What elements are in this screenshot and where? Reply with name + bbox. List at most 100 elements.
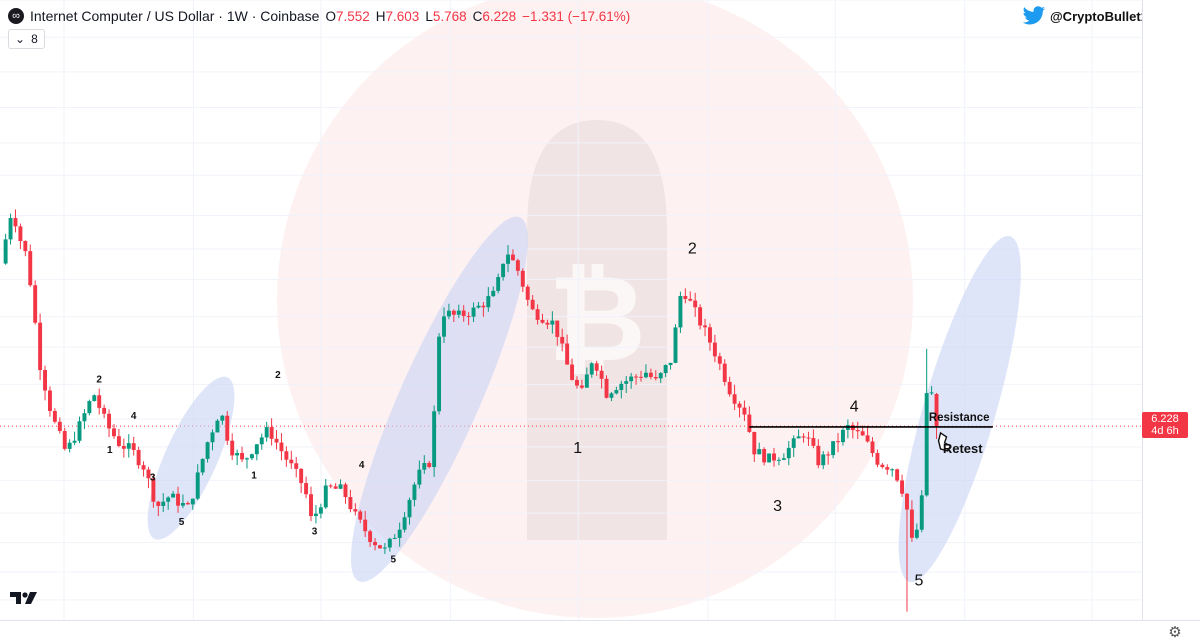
- candle: [801, 433, 806, 443]
- candle: [900, 474, 905, 498]
- candle-body: [210, 432, 215, 443]
- candle: [673, 324, 678, 364]
- candle-body: [363, 519, 368, 532]
- candle-body: [318, 507, 323, 514]
- candle: [634, 374, 639, 385]
- candle-body: [437, 336, 442, 412]
- gear-icon[interactable]: ⚙: [1168, 624, 1182, 641]
- time-scale[interactable]: [0, 620, 1200, 644]
- symbol-title[interactable]: Internet Computer / US Dollar · 1W · Coi…: [30, 8, 320, 24]
- candle: [373, 537, 378, 551]
- candle-body: [230, 440, 235, 456]
- candle: [752, 431, 757, 462]
- candle-body: [486, 296, 491, 308]
- candle-body: [688, 298, 693, 301]
- candle-body: [97, 395, 102, 408]
- candle: [491, 286, 496, 297]
- candle: [205, 441, 210, 463]
- candle-body: [456, 310, 461, 315]
- candle-body: [821, 454, 826, 466]
- candle-body: [387, 538, 392, 548]
- candle: [821, 451, 826, 470]
- candle-body: [914, 529, 919, 538]
- candle-body: [116, 436, 121, 446]
- candle-body: [880, 464, 885, 468]
- indicators-toggle-button[interactable]: ⌄ 8: [8, 29, 45, 49]
- candle-body: [451, 310, 456, 315]
- wave-label: 5: [179, 517, 185, 528]
- infinity-icon[interactable]: ∞: [8, 8, 24, 24]
- candle: [131, 436, 136, 456]
- candle-body: [333, 486, 338, 489]
- candle: [8, 213, 13, 245]
- candle: [200, 458, 205, 476]
- candle: [826, 451, 831, 465]
- candle-body: [235, 452, 240, 456]
- candle-body: [648, 372, 653, 377]
- candle-body: [762, 449, 767, 463]
- candle: [363, 510, 368, 538]
- candle-body: [639, 376, 643, 378]
- candle-body: [397, 529, 402, 538]
- candle-body: [461, 310, 466, 316]
- candle-body: [875, 453, 880, 465]
- candle-body: [67, 442, 72, 449]
- candle-body: [102, 407, 107, 414]
- candle: [653, 370, 658, 381]
- candle-body: [905, 493, 909, 510]
- candle-body: [865, 435, 870, 442]
- candle-body: [520, 270, 525, 287]
- candle: [417, 460, 422, 489]
- candle-body: [525, 286, 530, 300]
- candle-body: [23, 241, 28, 252]
- candle: [678, 291, 683, 334]
- candle-body: [62, 431, 67, 449]
- candle-body: [13, 218, 18, 227]
- candle: [392, 534, 397, 540]
- candle: [274, 429, 279, 450]
- candle: [481, 301, 486, 317]
- candle: [648, 368, 653, 380]
- candle: [831, 441, 836, 459]
- price-scale[interactable]: [1142, 0, 1200, 620]
- candle: [934, 392, 939, 439]
- last-price-tag: 6.228 4d 6h: [1142, 412, 1188, 438]
- candle-body: [28, 251, 33, 286]
- candle: [33, 280, 38, 325]
- candle: [437, 333, 442, 415]
- candle-body: [594, 363, 599, 371]
- candle-body: [313, 513, 318, 517]
- candle: [368, 529, 373, 547]
- candle-body: [501, 263, 506, 278]
- candle-body: [924, 393, 929, 496]
- candle: [185, 501, 190, 505]
- candle: [279, 433, 284, 461]
- candle-body: [279, 442, 284, 452]
- candle: [284, 446, 289, 467]
- candle: [87, 399, 92, 416]
- candle-body: [52, 411, 57, 422]
- candle-body: [668, 362, 673, 366]
- candle: [382, 543, 387, 554]
- candle: [57, 417, 62, 434]
- candle-body: [77, 421, 82, 441]
- candlestick-series: [3, 209, 939, 612]
- candle: [786, 440, 791, 466]
- candle: [309, 486, 313, 522]
- candle-body: [530, 299, 535, 310]
- candle-body: [245, 458, 249, 460]
- candle-body: [811, 438, 816, 446]
- candle: [550, 311, 555, 334]
- candle: [510, 249, 515, 261]
- candle: [38, 313, 43, 381]
- candle: [422, 455, 427, 474]
- candle: [781, 453, 786, 461]
- candle: [870, 437, 875, 457]
- candle: [77, 416, 82, 444]
- candle-body: [180, 503, 185, 506]
- candle: [708, 323, 712, 351]
- candle-body: [678, 296, 683, 328]
- candle: [703, 318, 708, 337]
- candle: [121, 438, 126, 458]
